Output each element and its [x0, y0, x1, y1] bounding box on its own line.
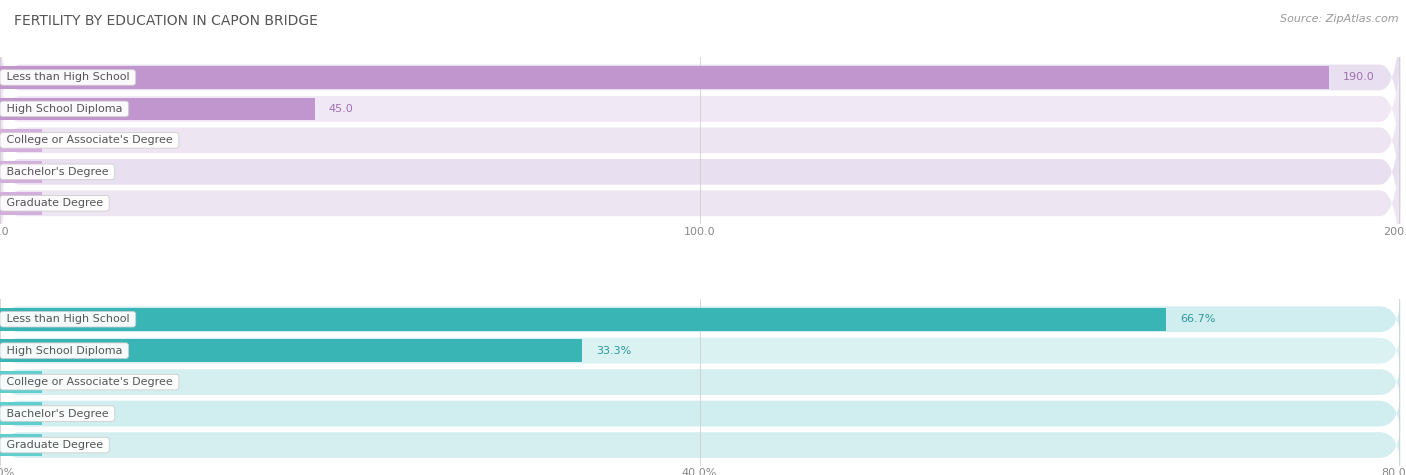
FancyBboxPatch shape — [0, 294, 1400, 344]
Bar — [0, 339, 582, 362]
Text: 0.0%: 0.0% — [49, 377, 77, 387]
Text: Graduate Degree: Graduate Degree — [3, 198, 107, 208]
Text: High School Diploma: High School Diploma — [3, 104, 125, 114]
FancyBboxPatch shape — [0, 0, 1400, 159]
Text: 33.3%: 33.3% — [596, 346, 631, 356]
FancyBboxPatch shape — [0, 59, 1400, 222]
Text: Bachelor's Degree: Bachelor's Degree — [3, 408, 112, 418]
FancyBboxPatch shape — [0, 389, 1400, 438]
Bar — [0, 434, 42, 456]
Bar — [0, 371, 42, 393]
FancyBboxPatch shape — [0, 90, 1400, 253]
Text: Bachelor's Degree: Bachelor's Degree — [3, 167, 112, 177]
Text: 0.0: 0.0 — [49, 198, 66, 208]
Bar — [0, 308, 1167, 331]
Bar — [0, 161, 42, 183]
Text: High School Diploma: High School Diploma — [3, 346, 125, 356]
Text: 0.0: 0.0 — [49, 135, 66, 145]
Text: College or Associate's Degree: College or Associate's Degree — [3, 377, 176, 387]
Bar — [0, 402, 42, 425]
Text: 45.0: 45.0 — [329, 104, 353, 114]
Text: Graduate Degree: Graduate Degree — [3, 440, 107, 450]
Text: FERTILITY BY EDUCATION IN CAPON BRIDGE: FERTILITY BY EDUCATION IN CAPON BRIDGE — [14, 14, 318, 28]
Text: 66.7%: 66.7% — [1181, 314, 1216, 324]
FancyBboxPatch shape — [0, 420, 1400, 470]
Text: 0.0%: 0.0% — [49, 408, 77, 418]
Bar — [0, 192, 42, 215]
Text: 0.0: 0.0 — [49, 167, 66, 177]
FancyBboxPatch shape — [0, 357, 1400, 407]
Bar — [0, 66, 1329, 89]
FancyBboxPatch shape — [0, 326, 1400, 376]
Bar — [0, 97, 315, 120]
Text: Less than High School: Less than High School — [3, 73, 134, 83]
Text: 0.0%: 0.0% — [49, 440, 77, 450]
Bar — [0, 129, 42, 152]
FancyBboxPatch shape — [0, 28, 1400, 190]
Text: Less than High School: Less than High School — [3, 314, 134, 324]
FancyBboxPatch shape — [0, 122, 1400, 285]
Text: Source: ZipAtlas.com: Source: ZipAtlas.com — [1281, 14, 1399, 24]
Text: 190.0: 190.0 — [1343, 73, 1375, 83]
Text: College or Associate's Degree: College or Associate's Degree — [3, 135, 176, 145]
